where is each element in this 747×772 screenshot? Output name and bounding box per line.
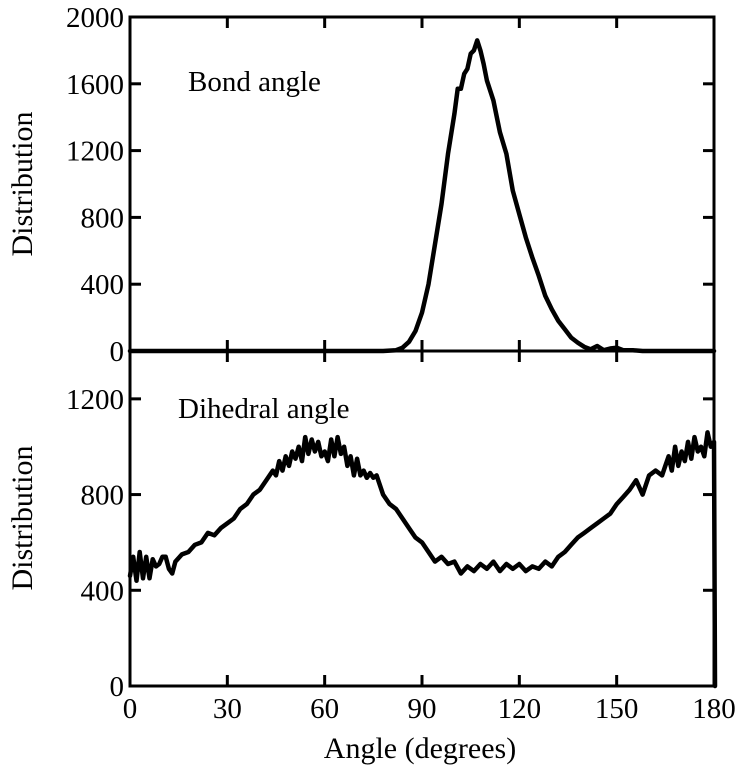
dihedral-angle-y-tick-label: 400	[81, 575, 125, 607]
dihedral-angle-panel: 0 400 800 1200 0 30 60 90 120 150 180 Dihedral ang…	[6, 349, 736, 765]
bond-angle-y-tick-label: 0	[110, 336, 125, 368]
dihedral-angle-tick-labels: 0 400 800 1200 0 30 60 90 120 150 180	[66, 384, 736, 725]
dihedral-angle-annotation: Dihedral angle	[178, 393, 350, 425]
dihedral-angle-series-line	[127, 430, 718, 689]
dihedral-angle-y-axis-title: Distribution	[6, 445, 39, 590]
bond-angle-y-tick-label: 400	[81, 269, 125, 301]
bond-angle-tick-labels: 0 400 800 1200 1600 2000	[66, 2, 124, 368]
bond-angle-y-tick-label: 1600	[66, 69, 124, 101]
bond-angle-y-tick-label: 800	[81, 202, 125, 234]
bond-angle-y-tick-label: 1200	[66, 136, 124, 168]
dihedral-angle-x-tick-label: 90	[408, 693, 437, 725]
dihedral-angle-x-tick-label: 150	[595, 693, 639, 725]
bond-angle-panel: 0 400 800 1200 1600 2000 Bond angle Distribut…	[6, 2, 717, 368]
bond-angle-annotation: Bond angle	[188, 66, 321, 98]
dihedral-angle-y-tick-label: 800	[81, 480, 125, 512]
dihedral-angle-x-tick-label: 180	[692, 693, 736, 725]
dihedral-angle-x-tick-label: 60	[310, 693, 339, 725]
bond-angle-y-tick-label: 2000	[66, 2, 124, 34]
x-axis-title: Angle (degrees)	[324, 732, 516, 765]
dihedral-angle-x-tick-label: 0	[123, 693, 138, 725]
dihedral-angle-y-tick-label: 1200	[66, 384, 124, 416]
dihedral-angle-x-tick-label: 30	[213, 693, 242, 725]
bond-angle-series-line	[127, 38, 717, 354]
dihedral-angle-y-tick-label: 0	[110, 671, 125, 703]
bond-angle-y-axis-title: Distribution	[6, 111, 39, 256]
dihedral-angle-x-tick-label: 120	[498, 693, 542, 725]
